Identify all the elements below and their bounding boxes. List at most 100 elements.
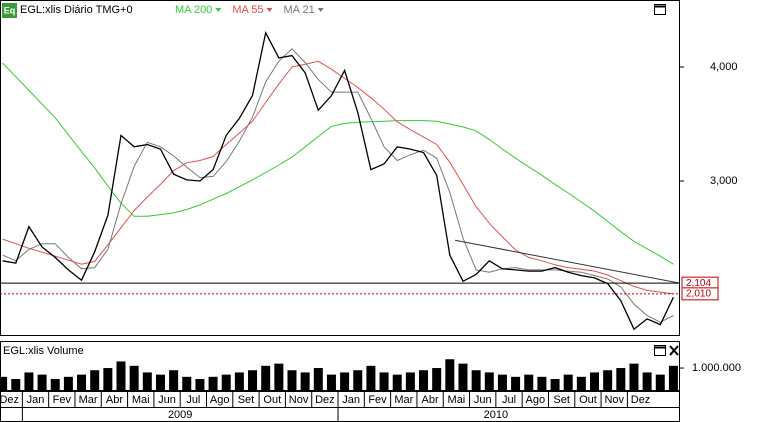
month-label: Jul (502, 394, 516, 406)
legend-label: MA 21 (284, 4, 315, 16)
volume-bar (340, 372, 350, 390)
month-label: Abr (422, 394, 439, 406)
month-label: Set (238, 394, 255, 406)
icon-text: Eq (4, 5, 16, 15)
legend-arrow (317, 8, 324, 12)
volume-bar (603, 370, 613, 390)
close-button[interactable] (669, 345, 679, 356)
volume-bar (11, 379, 21, 390)
legend-label: MA 200 (175, 4, 212, 16)
year-label: 2009 (168, 409, 192, 421)
y-tick-label: 4,000 (710, 61, 738, 73)
month-label: Out (579, 394, 597, 406)
volume-bar (50, 379, 60, 390)
level-label-box (681, 287, 719, 301)
month-label: Dez (0, 394, 19, 406)
ma-line (2, 62, 674, 265)
volume-bar (155, 374, 165, 390)
volume-bar (103, 368, 113, 390)
volume-bar (169, 370, 179, 390)
volume-bar (590, 372, 600, 390)
volume-bar (405, 372, 415, 390)
price-panel (0, 0, 680, 336)
volume-bar (248, 370, 258, 390)
volume-bar (24, 372, 34, 390)
chart-title: EGL:xlis Diário TMG+0 (20, 4, 133, 16)
volume-panel (0, 341, 680, 391)
volume-bar (287, 370, 297, 390)
y-tick-label: 3,000 (710, 175, 738, 187)
volume-bar (550, 379, 560, 390)
volume-bar (313, 368, 323, 390)
volume-bar (458, 363, 468, 390)
month-label: Mar (394, 394, 413, 406)
volume-bar (274, 363, 284, 390)
level-label: 2,104 (686, 278, 711, 289)
month-label: Mar (79, 394, 98, 406)
volume-bar (537, 376, 547, 390)
price-line (2, 30, 674, 331)
volume-maximize-button[interactable] (654, 345, 666, 356)
maximize-button[interactable] (654, 4, 666, 15)
month-label: Set (553, 394, 570, 406)
month-label: Ago (210, 394, 230, 406)
volume-bar (90, 370, 100, 390)
month-label: Out (263, 394, 281, 406)
year-label: 2010 (484, 409, 508, 421)
volume-bar (37, 374, 47, 390)
volume-bar (497, 374, 507, 390)
legend-label: MA 55 (232, 4, 263, 16)
month-label: Fev (368, 394, 387, 406)
ma-line (2, 60, 674, 295)
volume-tick-label: 1.000.000 (692, 362, 741, 374)
volume-bar (300, 372, 310, 390)
month-label: Nov (604, 394, 624, 406)
month-label: Mai (132, 394, 150, 406)
volume-bar (484, 372, 494, 390)
volume-bar (221, 374, 231, 390)
volume-bar (511, 376, 521, 390)
volume-bar (0, 376, 8, 390)
volume-bar (445, 359, 455, 390)
month-label: Jan (342, 394, 360, 406)
month-label: Dez (315, 394, 335, 406)
volume-bar (576, 376, 586, 390)
volume-bar (392, 374, 402, 390)
month-label: Jan (27, 394, 45, 406)
volume-bar (432, 368, 442, 390)
volume-bar (353, 370, 363, 390)
volume-bar (366, 365, 376, 390)
month-label: Ago (526, 394, 546, 406)
trendline (454, 239, 680, 284)
volume-bar (563, 374, 573, 390)
month-label: Jun (158, 394, 176, 406)
volume-bar (629, 363, 639, 390)
month-label: Jun (474, 394, 492, 406)
month-label: Mai (448, 394, 466, 406)
volume-bar (77, 374, 87, 390)
volume-bar (616, 368, 626, 390)
volume-bar (655, 374, 665, 390)
volume-title: EGL:xlis Volume (3, 345, 84, 357)
volume-bar (63, 376, 73, 390)
legend-arrow (266, 8, 273, 12)
volume-bar (379, 372, 389, 390)
volume-bar (524, 374, 534, 390)
month-label: Fev (53, 394, 72, 406)
month-label: Nov (289, 394, 309, 406)
time-axis (0, 391, 680, 422)
volume-bar (326, 374, 336, 390)
level-label: 2,010 (686, 288, 711, 299)
volume-bar (471, 370, 481, 390)
volume-bar (129, 365, 139, 390)
legend-arrow (215, 8, 222, 12)
month-label: Abr (106, 394, 123, 406)
volume-bar (208, 376, 218, 390)
volume-bar (142, 372, 152, 390)
volume-bar (234, 372, 244, 390)
month-label: Dez (631, 394, 651, 406)
volume-bar (116, 361, 126, 390)
volume-bar (261, 365, 271, 390)
